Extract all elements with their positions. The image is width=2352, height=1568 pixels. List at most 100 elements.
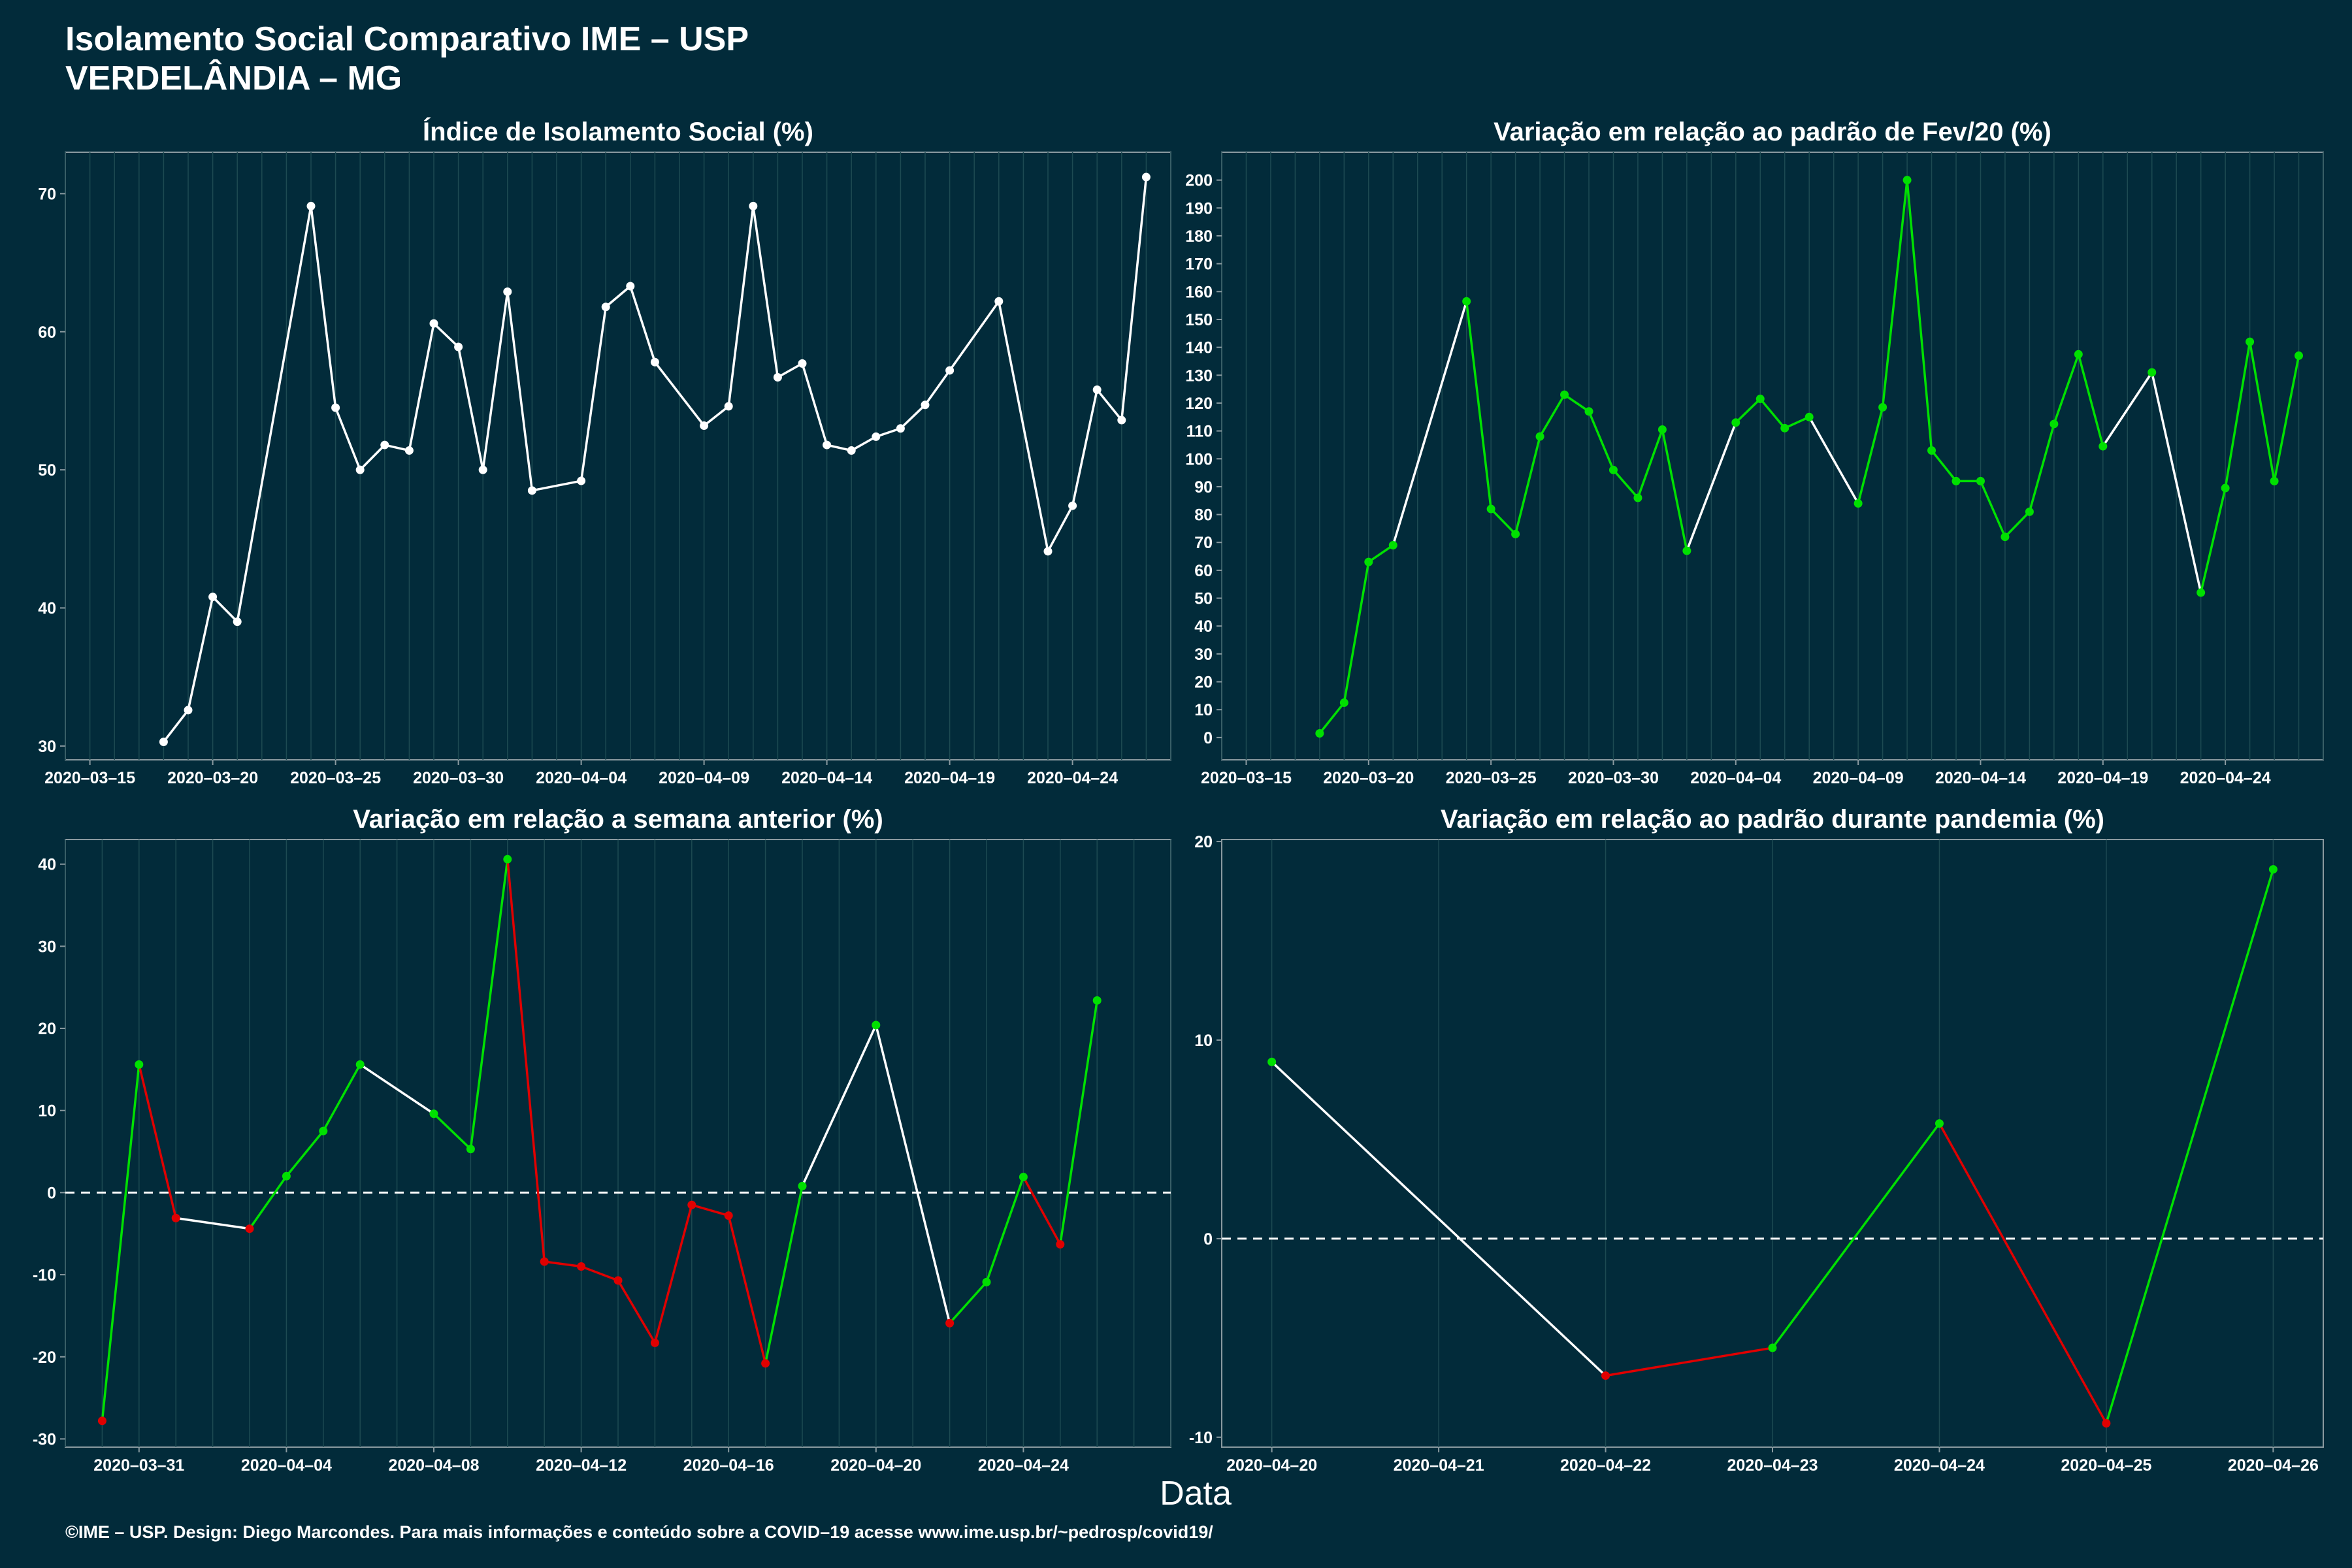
x-tick-label: 2020–04–04 [241, 1456, 332, 1475]
data-point [1092, 385, 1102, 395]
series-segment [175, 1217, 250, 1230]
data-point [1633, 493, 1642, 502]
series-segment [801, 363, 828, 446]
series-segment [187, 596, 214, 711]
data-point [245, 1224, 254, 1233]
x-tick-label: 2020–04–09 [1813, 769, 1904, 787]
data-point [1731, 418, 1740, 427]
data-point [724, 402, 733, 411]
x-tick-label: 2020–03–30 [1568, 769, 1659, 787]
data-point [798, 1181, 807, 1190]
data-point [2050, 419, 2059, 429]
series-segment [1735, 398, 1761, 424]
y-tick-label: 10 [38, 1102, 56, 1120]
series-segment [1096, 389, 1123, 421]
data-point [1780, 423, 1789, 433]
y-tick-label: 70 [1194, 534, 1213, 552]
x-tick-label: 2020–03–15 [44, 769, 135, 787]
data-point [724, 1211, 733, 1220]
series-segment [1022, 1176, 1062, 1245]
data-point [1609, 465, 1618, 474]
x-tick-label: 2020–03–20 [167, 769, 258, 787]
x-tick-label: 2020–04–19 [904, 769, 995, 787]
series-segment [1367, 544, 1394, 563]
x-tick-label: 2020–04–24 [1894, 1456, 1985, 1475]
data-point [1141, 172, 1151, 182]
data-point [1768, 1343, 1777, 1352]
data-point [503, 287, 512, 296]
series-segment [506, 291, 534, 491]
data-point [1486, 504, 1495, 514]
series-segment [1271, 1061, 1607, 1377]
series-segment [1979, 480, 2006, 538]
x-tick-label: 2020–03–20 [1323, 769, 1414, 787]
series-segment [469, 858, 509, 1150]
y-tick-label: 200 [1185, 172, 1213, 190]
series-segment [654, 361, 705, 427]
x-tick-label: 2020–03–25 [290, 769, 381, 787]
series-segment [408, 323, 435, 451]
data-point [1903, 176, 1912, 185]
series-segment [1931, 449, 1957, 482]
data-point [503, 855, 512, 864]
y-tick-label: 40 [1194, 617, 1213, 636]
data-point [527, 486, 536, 495]
data-point [1927, 446, 1936, 455]
data-point [1511, 529, 1520, 538]
series-segment [2053, 353, 2080, 425]
series-segment [1490, 508, 1516, 535]
series-segment [1612, 469, 1639, 499]
x-tick-label: 2020–04–04 [1690, 769, 1781, 787]
data-point [1019, 1173, 1028, 1182]
data-point [1658, 425, 1667, 434]
page-subtitle: VERDELÂNDIA – MG [65, 59, 402, 97]
series-segment [703, 405, 730, 427]
x-tick-label: 2020–04–04 [536, 769, 627, 787]
series-segment [580, 1265, 619, 1282]
series-segment [1071, 389, 1098, 506]
x-tick-label: 2020–04–22 [1560, 1456, 1651, 1475]
data-point [982, 1277, 991, 1286]
series-segment [1938, 1122, 2108, 1424]
x-tick-label: 2020–04–25 [2061, 1456, 2151, 1475]
x-tick-label: 2020–04–21 [1394, 1456, 1484, 1475]
data-point [2197, 588, 2206, 597]
data-point [2102, 1419, 2111, 1428]
data-point [135, 1060, 144, 1069]
series-segment [1465, 301, 1492, 510]
series-segment [2224, 341, 2251, 489]
x-tick-label: 2020–04–19 [2057, 769, 2148, 787]
data-point [2270, 476, 2279, 485]
data-point [872, 1021, 881, 1030]
series-segment [433, 1113, 472, 1151]
series-segment [1759, 398, 1786, 429]
data-point [2246, 337, 2255, 346]
y-tick-label: 50 [1194, 590, 1213, 608]
data-point [1117, 416, 1126, 425]
chart-title: Variação em relação ao padrão de Fev/20 … [1494, 118, 2051, 146]
series-segment [1343, 561, 1370, 703]
series-segment [138, 1064, 177, 1218]
chart-panel-3: Variação em relação a semana anterior (%… [33, 805, 1171, 1475]
series-segment [629, 286, 657, 363]
series-segment [900, 404, 926, 429]
data-point [2268, 865, 2278, 874]
data-point [429, 319, 438, 328]
series-segment [1906, 180, 1933, 451]
x-tick-label: 2020–04–26 [2228, 1456, 2319, 1475]
series-segment [334, 407, 361, 470]
series-segment [236, 206, 312, 622]
series-segment [286, 1130, 325, 1177]
series-segment [457, 346, 484, 470]
data-point [1056, 1240, 1065, 1249]
data-point [1756, 395, 1765, 404]
series-segment [1539, 394, 1566, 438]
data-point [429, 1109, 438, 1119]
x-tick-label: 2020–04–20 [830, 1456, 921, 1475]
y-tick-label: 0 [1203, 729, 1213, 747]
series-segment [1637, 429, 1664, 498]
series-segment [617, 1279, 656, 1344]
y-tick-label: 70 [38, 185, 56, 203]
data-point [1092, 996, 1102, 1005]
